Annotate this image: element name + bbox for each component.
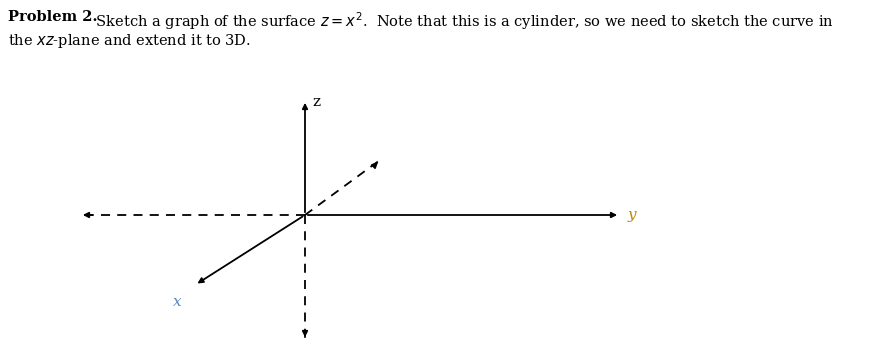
Text: y: y	[628, 208, 637, 222]
Text: x: x	[173, 295, 182, 309]
Text: Sketch a graph of the surface $z = x^2$.  Note that this is a cylinder, so we ne: Sketch a graph of the surface $z = x^2$.…	[91, 10, 834, 32]
Text: z: z	[312, 95, 320, 109]
Text: Problem 2.: Problem 2.	[8, 10, 97, 24]
Text: the $xz$-plane and extend it to 3D.: the $xz$-plane and extend it to 3D.	[8, 32, 250, 50]
